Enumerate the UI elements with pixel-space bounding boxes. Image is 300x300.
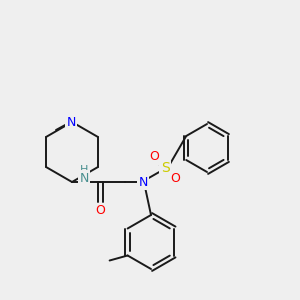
Text: O: O bbox=[95, 205, 105, 218]
Text: N: N bbox=[79, 172, 89, 184]
Text: H: H bbox=[80, 165, 88, 175]
Text: N: N bbox=[138, 176, 148, 188]
Text: N: N bbox=[66, 116, 76, 128]
Text: O: O bbox=[170, 172, 180, 185]
Text: S: S bbox=[160, 161, 169, 175]
Text: O: O bbox=[149, 151, 159, 164]
